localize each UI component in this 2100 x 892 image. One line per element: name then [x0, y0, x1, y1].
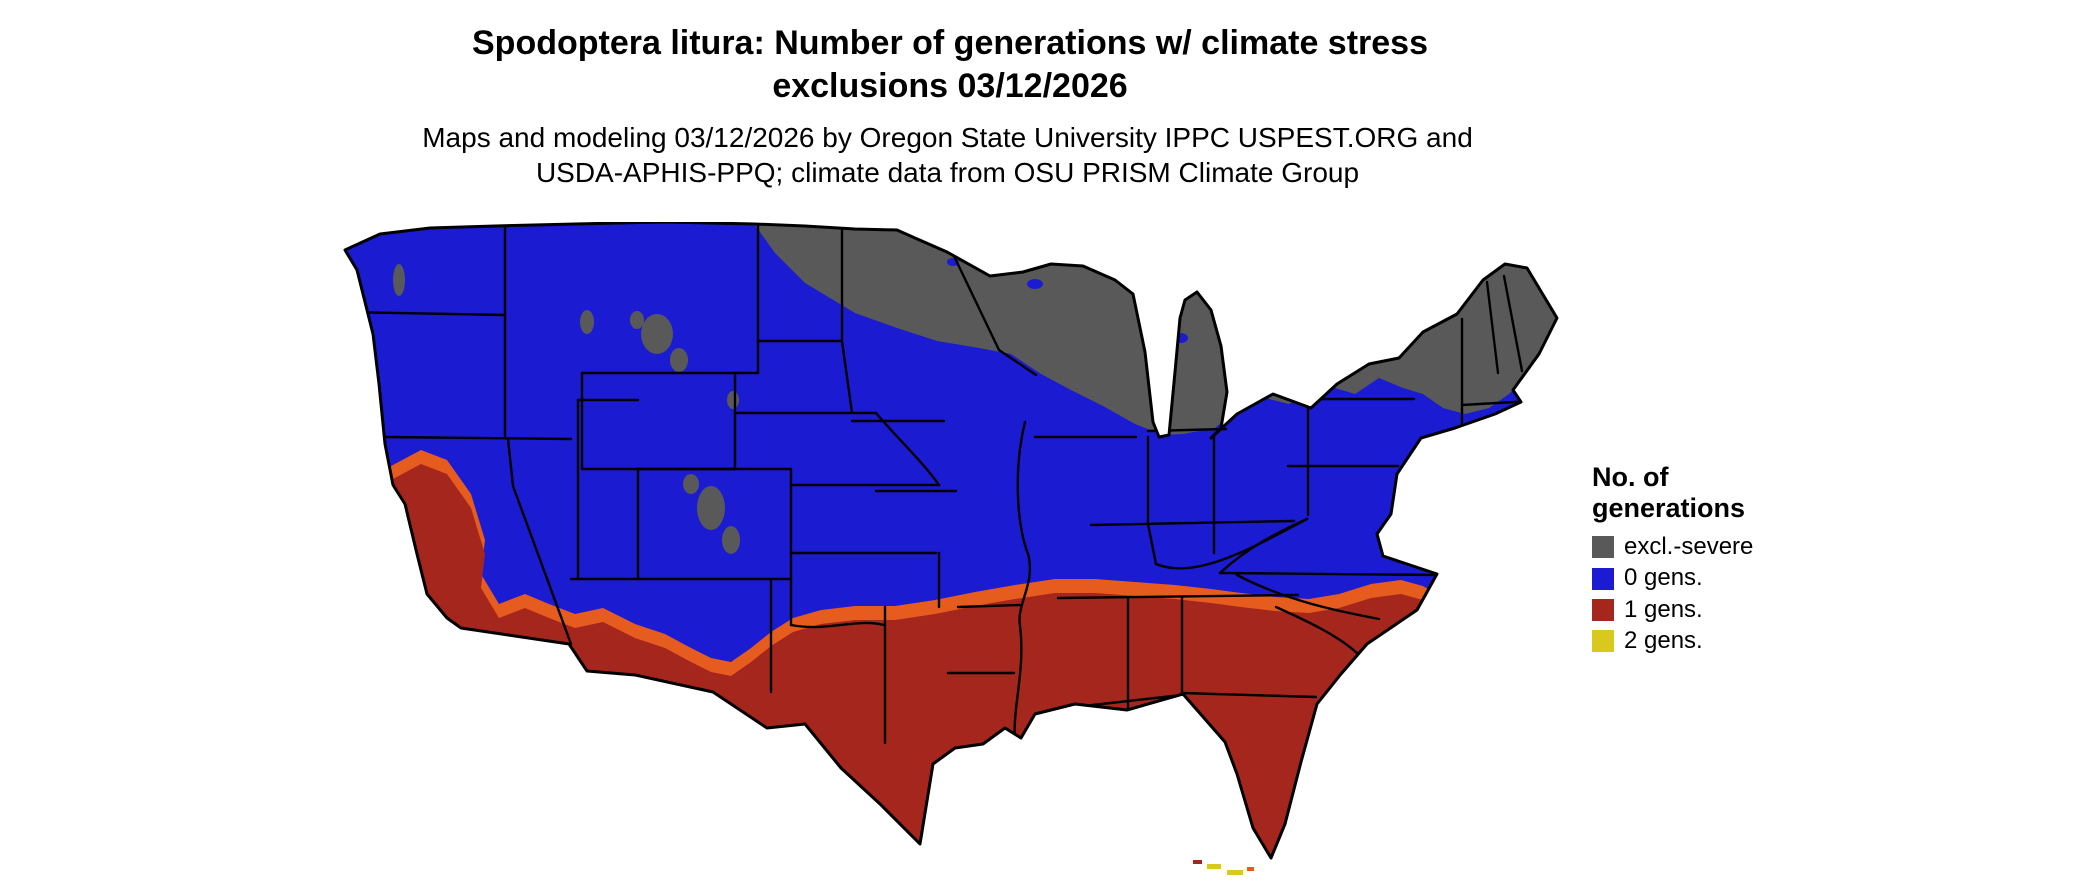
- page-title: Spodoptera litura: Number of generations…: [0, 22, 1900, 107]
- legend-label-2-gens: 2 gens.: [1624, 627, 1703, 655]
- subtitle-line-1: Maps and modeling 03/12/2026 by Oregon S…: [422, 122, 1473, 153]
- region-2-generations-keys: [1193, 860, 1254, 875]
- legend-items: excl.-severe 0 gens. 1 gens. 2 gens.: [1592, 533, 1754, 655]
- legend-swatch-1-gens: [1592, 599, 1614, 622]
- us-map: [335, 220, 1560, 882]
- legend-swatch-2-gens: [1592, 630, 1614, 653]
- subtitle-line-2: USDA-APHIS-PPQ; climate data from OSU PR…: [535, 157, 1360, 188]
- legend-label-0-gens: 0 gens.: [1624, 564, 1703, 592]
- legend-item-0-gens: 0 gens.: [1592, 565, 1753, 591]
- mountain-exclusion-patches: [393, 264, 740, 554]
- legend-item-excl-severe: excl.-severe: [1592, 533, 1754, 561]
- legend-title: No. of generations: [1592, 462, 1753, 524]
- legend-label-1-gens: 1 gens.: [1624, 595, 1703, 623]
- legend-swatch-excl-severe: [1592, 536, 1614, 559]
- us-map-svg: [343, 220, 1559, 875]
- legend-title-line-1: No. of: [1592, 462, 1669, 492]
- us-outline: [343, 220, 1559, 860]
- map-legend: No. of generations excl.-severe 0 gens. …: [1592, 462, 1753, 660]
- legend-item-2-gens: 2 gens.: [1592, 627, 1753, 655]
- legend-item-1-gens: 1 gens.: [1592, 595, 1753, 623]
- legend-title-line-2: generations: [1592, 493, 1746, 524]
- title-line-1: Spodoptera litura: Number of generations…: [472, 24, 1428, 62]
- legend-swatch-0-gens: [1592, 567, 1614, 590]
- map-attribution: Maps and modeling 03/12/2026 by Oregon S…: [0, 120, 1895, 190]
- state-borders: [345, 222, 1534, 749]
- title-line-2: exclusions 03/12/2026: [772, 66, 1128, 105]
- legend-label-excl-severe: excl.-severe: [1624, 533, 1754, 561]
